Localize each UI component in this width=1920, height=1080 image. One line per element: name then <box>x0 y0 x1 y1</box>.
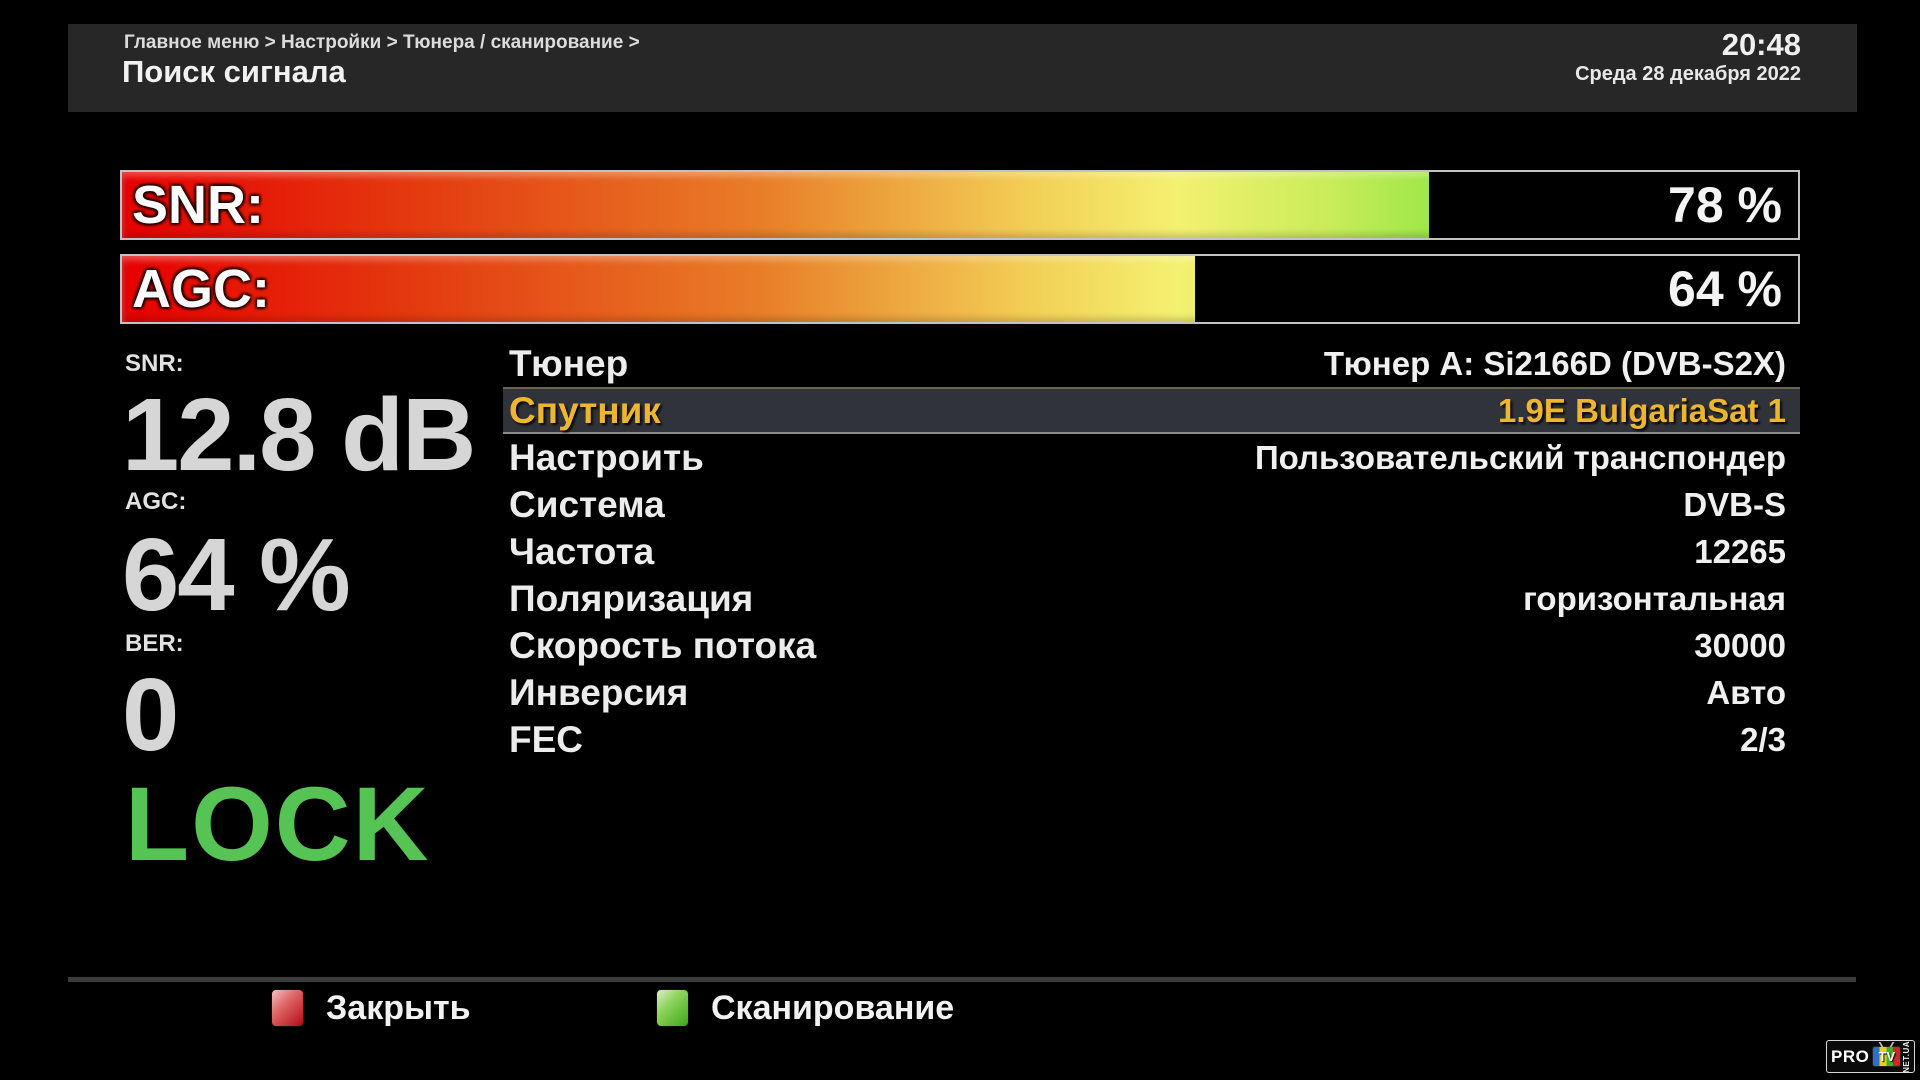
logo-tv-icon: TV <box>1872 1046 1902 1067</box>
settings-row-inversion[interactable]: Инверсия Авто <box>503 669 1800 716</box>
row-label: Настроить <box>509 436 704 478</box>
red-key-icon <box>271 989 304 1027</box>
agc-bar-gradient <box>122 256 1195 322</box>
logo-tv-text: TV <box>1878 1049 1896 1064</box>
row-label: Тюнер <box>509 342 629 384</box>
snr-signal-bar: SNR: 78 % <box>120 170 1800 240</box>
agc-reading-label: AGC: <box>125 488 187 515</box>
snr-reading-label: SNR: <box>125 350 184 377</box>
snr-reading-value: 12.8 dB <box>122 377 476 492</box>
row-value: горизонтальная <box>1523 579 1786 617</box>
clock: 20:48 Среда 28 декабря 2022 <box>1575 27 1801 85</box>
row-label: Спутник <box>509 389 661 431</box>
protv-logo: PRO TV NET.UA <box>1826 1040 1915 1073</box>
row-value: Тюнер A: Si2166D (DVB-S2X) <box>1323 344 1786 382</box>
row-value: 12265 <box>1694 532 1786 570</box>
scan-button[interactable]: Сканирование <box>656 986 954 1030</box>
clock-date: Среда 28 декабря 2022 <box>1575 63 1801 85</box>
row-label: Система <box>509 483 665 525</box>
settings-row-system[interactable]: Система DVB-S <box>503 481 1800 528</box>
lock-status: LOCK <box>125 766 431 883</box>
footer-divider <box>68 977 1856 982</box>
agc-bar-label: AGC: <box>132 259 270 319</box>
snr-bar-fill <box>122 172 1430 238</box>
agc-bar-value: 64 % <box>1668 261 1782 317</box>
agc-signal-bar: AGC: 64 % <box>120 254 1800 324</box>
row-label: Частота <box>509 530 655 572</box>
settings-row-satellite[interactable]: Спутник 1.9E BulgariaSat 1 <box>503 387 1800 434</box>
logo-net-text: NET.UA <box>1902 1040 1912 1073</box>
ber-reading-value: 0 <box>122 657 179 772</box>
settings-row-tune[interactable]: Настроить Пользовательский транспондер <box>503 434 1800 481</box>
row-label: Инверсия <box>509 671 689 713</box>
row-value: DVB-S <box>1683 485 1786 523</box>
clock-time: 20:48 <box>1721 27 1801 62</box>
row-value: 30000 <box>1694 626 1786 664</box>
page-title: Поиск сигнала <box>122 54 346 89</box>
settings-row-fec[interactable]: FEC 2/3 <box>503 716 1800 763</box>
scan-button-label: Сканирование <box>711 988 955 1027</box>
close-button[interactable]: Закрыть <box>271 986 471 1030</box>
green-key-icon <box>656 989 689 1027</box>
row-value: 1.9E BulgariaSat 1 <box>1498 391 1786 429</box>
row-label: FEC <box>509 718 583 760</box>
settings-row-symbol-rate[interactable]: Скорость потока 30000 <box>503 622 1800 669</box>
snr-bar-gradient <box>122 172 1430 238</box>
row-value: Пользовательский транспондер <box>1254 438 1786 476</box>
row-label: Поляризация <box>509 577 754 619</box>
breadcrumb: Главное меню > Настройки > Тюнера / скан… <box>124 32 640 53</box>
agc-reading-value: 64 % <box>122 517 351 632</box>
close-button-label: Закрыть <box>326 988 471 1027</box>
settings-row-tuner[interactable]: Тюнер Тюнер A: Si2166D (DVB-S2X) <box>503 340 1800 387</box>
logo-pro-text: PRO <box>1831 1046 1870 1066</box>
ber-reading-label: BER: <box>125 630 184 657</box>
snr-bar-label: SNR: <box>132 175 264 235</box>
agc-bar-fill <box>122 256 1195 322</box>
settings-row-polarization[interactable]: Поляризация горизонтальная <box>503 575 1800 622</box>
header-bar: Главное меню > Настройки > Тюнера / скан… <box>68 24 1857 112</box>
row-value: 2/3 <box>1740 720 1786 758</box>
settings-row-frequency[interactable]: Частота 12265 <box>503 528 1800 575</box>
row-label: Скорость потока <box>509 624 817 666</box>
settings-list: Тюнер Тюнер A: Si2166D (DVB-S2X) Спутник… <box>503 340 1800 763</box>
snr-bar-value: 78 % <box>1668 177 1782 233</box>
row-value: Авто <box>1706 673 1786 711</box>
